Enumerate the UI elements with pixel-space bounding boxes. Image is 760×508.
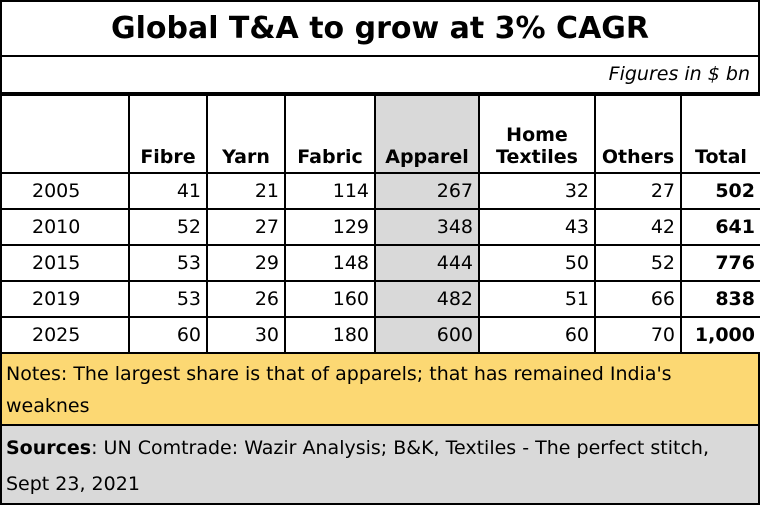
- cell-apparel: 348: [374, 208, 480, 246]
- cell-fibre: 60: [128, 316, 208, 354]
- cell-fabric: 148: [284, 244, 376, 282]
- table-title: Global T&A to grow at 3% CAGR: [0, 0, 760, 57]
- cell-home-textiles: 43: [478, 208, 596, 246]
- cell-others: 27: [594, 172, 682, 210]
- market-size-table: Fibre Yarn Fabric Apparel Home Textiles …: [0, 94, 760, 354]
- cell-yarn: 29: [206, 244, 286, 282]
- header-row: Fibre Yarn Fabric Apparel Home Textiles …: [0, 94, 760, 174]
- cell-home-textiles: 60: [478, 316, 596, 354]
- cell-home-textiles: 50: [478, 244, 596, 282]
- cell-year: 2025: [0, 316, 130, 354]
- cell-fibre: 41: [128, 172, 208, 210]
- cell-yarn: 30: [206, 316, 286, 354]
- cell-apparel: 267: [374, 172, 480, 210]
- cell-total: 776: [680, 244, 760, 282]
- cell-yarn: 27: [206, 208, 286, 246]
- header-home-textiles: Home Textiles: [478, 94, 596, 174]
- cell-year: 2010: [0, 208, 130, 246]
- cell-year: 2015: [0, 244, 130, 282]
- cell-others: 70: [594, 316, 682, 354]
- header-yarn: Yarn: [206, 94, 286, 174]
- sources-text: : UN Comtrade: Wazir Analysis; B&K, Text…: [6, 437, 709, 495]
- cell-home-textiles: 51: [478, 280, 596, 318]
- cell-total: 838: [680, 280, 760, 318]
- cell-home-textiles: 32: [478, 172, 596, 210]
- cell-others: 42: [594, 208, 682, 246]
- notes-text: Notes: The largest share is that of appa…: [6, 363, 672, 417]
- cell-total: 502: [680, 172, 760, 210]
- cell-apparel: 482: [374, 280, 480, 318]
- cell-total: 1,000: [680, 316, 760, 354]
- table-row: 2015 53 29 148 444 50 52 776: [0, 244, 760, 282]
- cell-fibre: 53: [128, 280, 208, 318]
- table-row: 2005 41 21 114 267 32 27 502: [0, 172, 760, 210]
- cell-fabric: 180: [284, 316, 376, 354]
- header-others: Others: [594, 94, 682, 174]
- cell-total: 641: [680, 208, 760, 246]
- units-note: Figures in $ bn: [0, 57, 760, 94]
- cell-yarn: 26: [206, 280, 286, 318]
- cell-fabric: 129: [284, 208, 376, 246]
- cell-others: 52: [594, 244, 682, 282]
- header-fabric: Fabric: [284, 94, 376, 174]
- table-row: 2025 60 30 180 600 60 70 1,000: [0, 316, 760, 354]
- notes-box: Notes: The largest share is that of appa…: [0, 354, 760, 426]
- header-apparel: Apparel: [374, 94, 480, 174]
- cell-fabric: 114: [284, 172, 376, 210]
- cell-year: 2019: [0, 280, 130, 318]
- cell-fibre: 53: [128, 244, 208, 282]
- header-fibre: Fibre: [128, 94, 208, 174]
- cell-fabric: 160: [284, 280, 376, 318]
- cell-apparel: 444: [374, 244, 480, 282]
- table-row: 2010 52 27 129 348 43 42 641: [0, 208, 760, 246]
- sources-label: Sources: [6, 437, 92, 459]
- sources-box: Sources: UN Comtrade: Wazir Analysis; B&…: [0, 426, 760, 505]
- cell-yarn: 21: [206, 172, 286, 210]
- table-row: 2019 53 26 160 482 51 66 838: [0, 280, 760, 318]
- header-total: Total: [680, 94, 760, 174]
- cell-apparel: 600: [374, 316, 480, 354]
- cell-year: 2005: [0, 172, 130, 210]
- header-year: [0, 94, 130, 174]
- cell-fibre: 52: [128, 208, 208, 246]
- cell-others: 66: [594, 280, 682, 318]
